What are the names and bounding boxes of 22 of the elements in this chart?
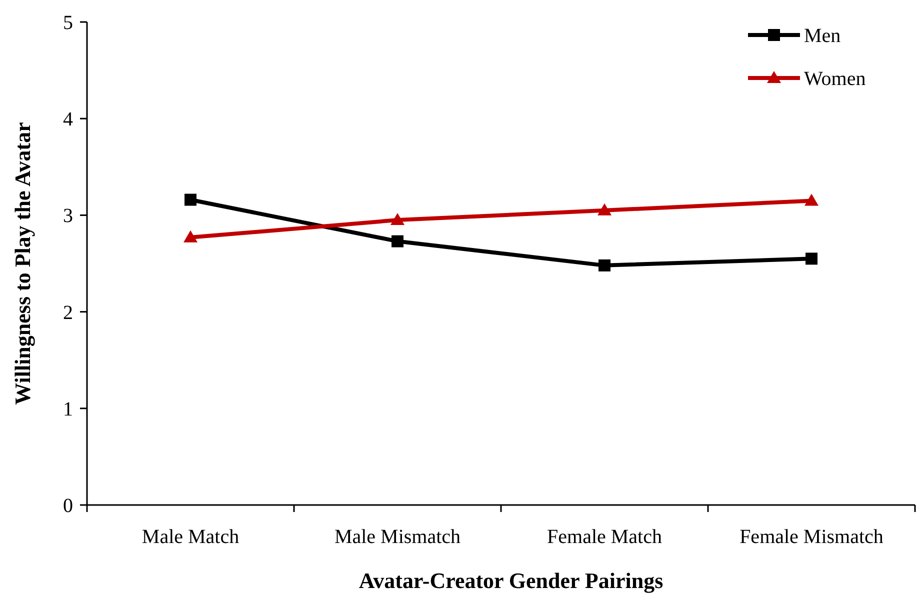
point: [598, 259, 610, 272]
x-tick-label: Female Mismatch: [740, 526, 884, 548]
point: [804, 194, 818, 206]
x-tick-label: Male Mismatch: [334, 526, 461, 548]
x-tick-label: Female Match: [547, 526, 662, 548]
y-tick-label: 2: [63, 302, 73, 324]
legend-label: Men: [804, 25, 841, 47]
point: [184, 230, 198, 242]
y-tick-label: 1: [63, 398, 73, 420]
point: [392, 235, 404, 248]
point: [390, 213, 404, 226]
point: [598, 203, 612, 216]
y-axis-title: Willingness to Play the Avatar: [10, 122, 35, 405]
point: [184, 194, 196, 206]
point: [806, 252, 818, 265]
y-tick-label: 0: [63, 495, 73, 517]
y-tick-label: 3: [63, 205, 73, 228]
y-tick-label: 5: [63, 12, 73, 34]
y-tick-label: 4: [63, 108, 73, 131]
x-axis-title: Avatar-Creator Gender Pairings: [358, 568, 664, 593]
legend-label: Women: [804, 68, 866, 90]
x-tick-label: Male Match: [142, 526, 240, 548]
